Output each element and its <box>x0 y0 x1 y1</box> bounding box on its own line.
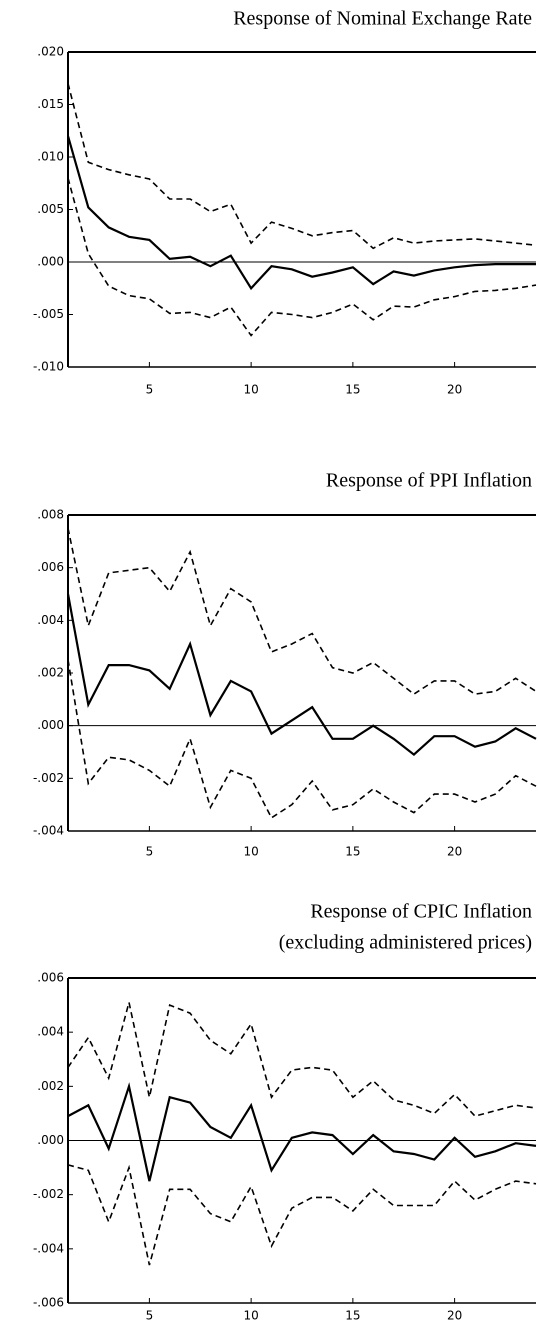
line-series <box>67 83 537 250</box>
y-tick-label: .000 <box>37 1133 64 1147</box>
y-tick-label: .004 <box>37 613 64 627</box>
y-tick-label: -.002 <box>33 1187 64 1201</box>
chart-title: Response of PPI Inflation <box>326 470 532 492</box>
line-series <box>67 177 537 337</box>
y-tick-label: .020 <box>37 45 64 59</box>
x-tick-label: 5 <box>146 845 154 859</box>
x-tick-label: 5 <box>146 1309 154 1323</box>
chart-title: Response of Nominal Exchange Rate <box>233 8 532 30</box>
y-tick-label: .000 <box>37 718 64 732</box>
y-tick-label: .008 <box>37 508 64 522</box>
line-series <box>66 135 536 291</box>
chart-subtitle: (excluding administered prices) <box>279 932 532 954</box>
line-series <box>67 1082 537 1182</box>
line-series <box>66 593 537 757</box>
x-tick-label: 20 <box>447 383 462 397</box>
y-tick-label: -.010 <box>33 360 64 374</box>
y-tick-label: -.005 <box>33 307 64 321</box>
y-tick-label: .004 <box>37 1025 64 1039</box>
y-tick-label: -.006 <box>33 1296 64 1310</box>
y-tick-label: -.004 <box>33 1241 64 1255</box>
y-tick-label: .006 <box>37 971 64 985</box>
line-series <box>67 528 537 696</box>
y-tick-label: .002 <box>37 666 64 680</box>
y-tick-label: .010 <box>37 150 64 164</box>
y-tick-label: -.004 <box>33 824 64 838</box>
x-tick-label: 10 <box>243 1309 258 1323</box>
x-tick-label: 10 <box>243 383 258 397</box>
x-tick-label: 5 <box>146 383 154 397</box>
line-series <box>67 1164 537 1266</box>
y-tick-label: .005 <box>37 202 64 216</box>
y-tick-label: .002 <box>37 1079 64 1093</box>
y-tick-label: -.002 <box>33 771 64 785</box>
x-tick-label: 15 <box>345 845 360 859</box>
line-series <box>67 659 537 819</box>
line-series <box>67 1002 537 1117</box>
x-tick-label: 20 <box>447 845 462 859</box>
y-tick-label: .006 <box>37 560 64 574</box>
x-tick-label: 15 <box>345 1309 360 1323</box>
y-tick-label: .015 <box>37 97 64 111</box>
x-tick-label: 20 <box>447 1309 462 1323</box>
y-tick-label: .000 <box>37 255 64 269</box>
x-tick-label: 15 <box>345 383 360 397</box>
chart-title: Response of CPIC Inflation <box>310 901 532 923</box>
x-tick-label: 10 <box>243 845 258 859</box>
